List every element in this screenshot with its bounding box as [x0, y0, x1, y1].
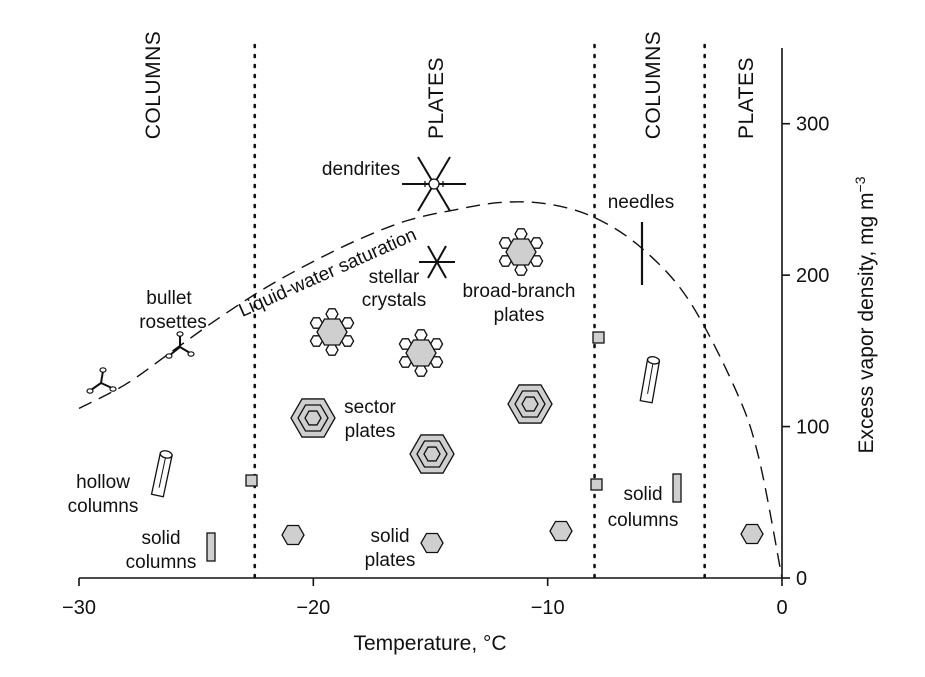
label-bullet-2: rosettes: [139, 312, 207, 333]
label-broad-branch-2: plates: [494, 305, 545, 326]
saturation-curve: [78, 201, 783, 579]
label-stellar-2: crystals: [362, 290, 426, 311]
short-column-icon: [590, 478, 603, 491]
label-solid-plates-1: solid: [370, 526, 409, 547]
broad-branch-plate-icon: [498, 228, 544, 276]
label-needles: needles: [608, 192, 675, 213]
x-tick-label: −10: [531, 597, 565, 619]
label-hollow-2: columns: [68, 496, 139, 517]
y-tick-label: 300: [796, 114, 829, 136]
y-tick-label: 0: [796, 568, 807, 590]
sector-plate-icon: [290, 398, 336, 438]
label-bullet-1: bullet: [146, 288, 192, 309]
bullet-rosette-icon: [165, 331, 195, 359]
label-broad-branch-1: broad-branch: [462, 281, 575, 302]
regime-label-columns-2: COLUMNS: [642, 31, 665, 140]
regime-label-plates-2: PLATES: [735, 57, 758, 139]
hollow-column-icon: [639, 356, 661, 404]
y-axis-title: Excess vapor density, mg m−3: [852, 176, 878, 453]
short-column-icon: [592, 331, 605, 344]
label-stellar-1: stellar: [369, 267, 420, 288]
label-solid-columns-left-2: columns: [126, 552, 197, 573]
solid-plate-icon: [549, 520, 573, 542]
solid-plate-icon: [281, 524, 305, 546]
label-solid-columns-left-1: solid: [141, 528, 180, 549]
regime-label-columns-1: COLUMNS: [142, 31, 165, 140]
x-axis-title: Temperature, °C: [353, 632, 506, 655]
label-solid-plates-2: plates: [365, 550, 416, 571]
hollow-column-icon: [150, 450, 173, 498]
stellar-crystal-icon: [419, 245, 455, 279]
label-solid-columns-right-1: solid: [623, 484, 662, 505]
label-solid-columns-right-2: columns: [608, 510, 679, 531]
label-hollow-1: hollow: [76, 472, 130, 493]
axes: −30 −20 −10 0 0 100 200 300: [62, 48, 829, 619]
solid-column-icon: [206, 532, 216, 562]
y-tick-label: 200: [796, 265, 829, 287]
label-sector-1: sector: [344, 397, 396, 418]
label-dendrites: dendrites: [322, 159, 400, 180]
solid-plate-icon: [420, 532, 444, 554]
dendrite-icon: [402, 156, 466, 212]
y-ticks: 0 100 200 300: [782, 114, 829, 590]
sector-plate-icon: [409, 434, 455, 474]
y-tick-label: 100: [796, 417, 829, 439]
x-tick-label: −20: [296, 597, 330, 619]
x-tick-label: 0: [776, 597, 787, 619]
x-ticks: −30 −20 −10 0: [62, 578, 788, 619]
bullet-rosette-icon: [86, 367, 117, 394]
short-column-icon: [245, 474, 258, 487]
solid-column-icon: [672, 473, 682, 503]
sector-plate-icon: [507, 384, 553, 424]
regime-label-plates-1: PLATES: [425, 57, 448, 139]
broad-branch-plate-icon: [309, 308, 355, 356]
label-sector-2: plates: [345, 421, 396, 442]
broad-branch-plate-icon: [398, 329, 444, 377]
regime-boundaries: [253, 43, 706, 580]
solid-plate-icon: [740, 523, 764, 545]
x-tick-label: −30: [62, 597, 96, 619]
